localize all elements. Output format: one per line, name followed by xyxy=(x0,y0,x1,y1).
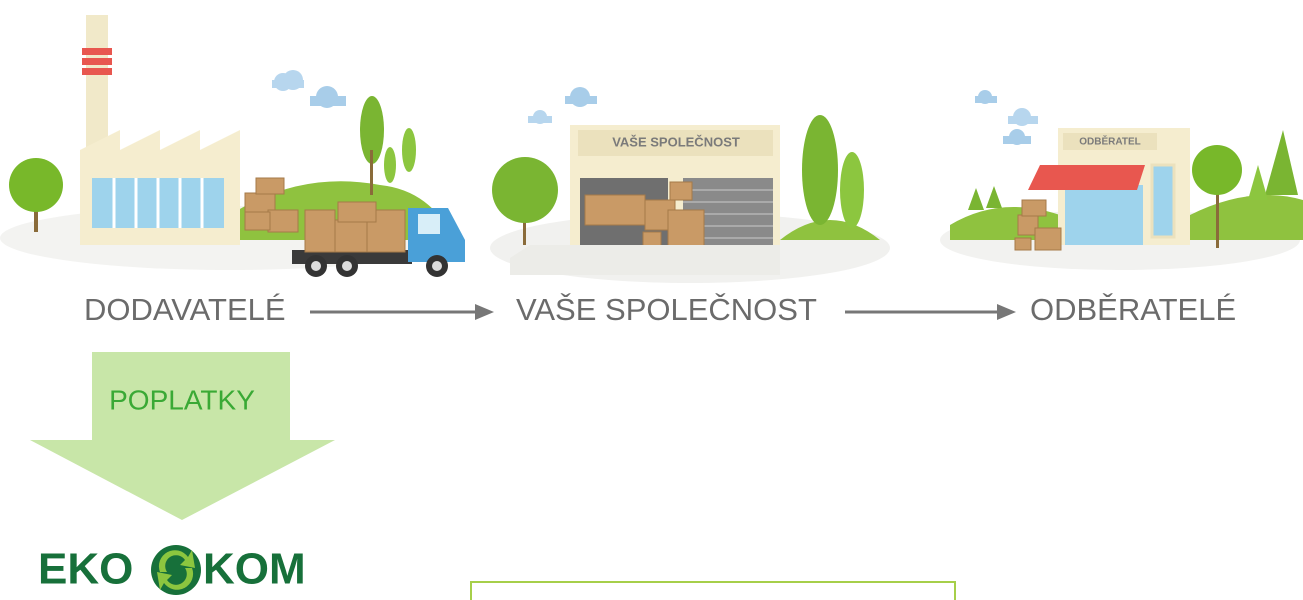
page: VAŠE SPOLEČNOST ODBĚRATEL DODAVATELÉ VAŠ… xyxy=(0,0,1303,600)
supplier-scene xyxy=(0,15,465,277)
flow-step: DODAVATELÉ xyxy=(84,292,286,327)
flow-step: ODBĚRATELÉ xyxy=(1030,292,1236,327)
content-box xyxy=(471,582,955,600)
fee-label: POPLATKY xyxy=(109,384,255,415)
company-scene: VAŠE SPOLEČNOST xyxy=(490,87,890,283)
fee-arrow xyxy=(30,352,335,520)
flow-step: VAŠE SPOLEČNOST xyxy=(516,292,817,327)
logo-text: KOM xyxy=(203,545,306,594)
company-sign: VAŠE SPOLEČNOST xyxy=(612,134,740,149)
diagram: VAŠE SPOLEČNOST ODBĚRATEL DODAVATELÉ VAŠ… xyxy=(0,0,1303,600)
customer-sign: ODBĚRATEL xyxy=(1079,135,1140,148)
customer-scene: ODBĚRATEL xyxy=(940,90,1303,270)
logo: EKO KOM xyxy=(38,545,306,595)
logo-text: EKO xyxy=(38,545,133,594)
